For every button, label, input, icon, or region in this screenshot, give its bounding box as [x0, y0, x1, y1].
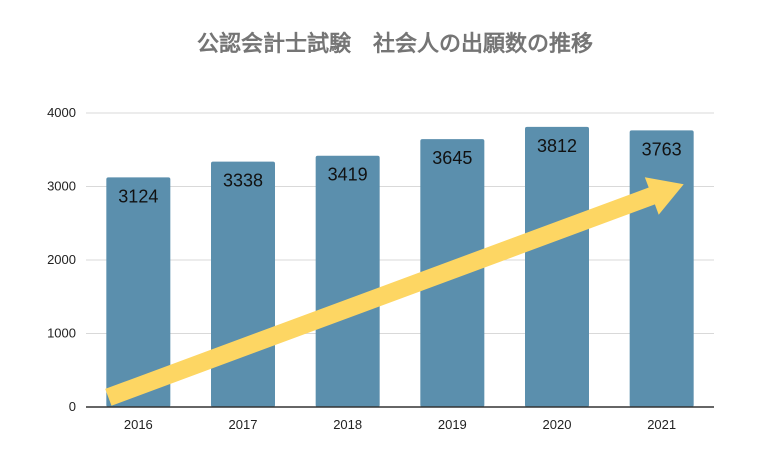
- data-label-2021: 3763: [642, 139, 682, 159]
- x-tick-label: 2018: [333, 417, 362, 432]
- bar-2020: [525, 126, 589, 408]
- data-labels: 3124 3338 3419 3645 3812 3763: [118, 136, 681, 207]
- x-tick-label: 2017: [229, 417, 258, 432]
- x-tick-label: 2020: [543, 417, 572, 432]
- y-tick-label: 0: [69, 399, 76, 414]
- x-tick-label: 2016: [124, 417, 153, 432]
- y-tick-label: 4000: [47, 105, 76, 120]
- axes: 0 1000 2000 3000 4000 2016 2017 2018 2019 2020 202…: [47, 105, 714, 432]
- bar-2018: [315, 155, 380, 407]
- y-tick-label: 2000: [47, 252, 76, 267]
- y-tick-label: 3000: [47, 179, 76, 194]
- bar-2021: [629, 130, 694, 407]
- data-label-2020: 3812: [537, 136, 577, 156]
- gridlines: [86, 112, 714, 334]
- data-label-2018: 3419: [328, 165, 368, 185]
- trend-arrow: [105, 177, 684, 406]
- chart-title: 公認会計士試験 社会人の出願数の推移: [197, 31, 593, 57]
- bar-2016: [106, 177, 171, 407]
- x-tick-label: 2019: [438, 417, 467, 432]
- data-label-2016: 3124: [118, 186, 158, 206]
- y-tick-label: 1000: [47, 326, 76, 341]
- data-label-2019: 3645: [432, 148, 472, 168]
- data-label-2017: 3338: [223, 171, 263, 191]
- bar-2017: [211, 161, 275, 407]
- annotations: [105, 177, 684, 406]
- x-tick-label: 2021: [647, 417, 676, 432]
